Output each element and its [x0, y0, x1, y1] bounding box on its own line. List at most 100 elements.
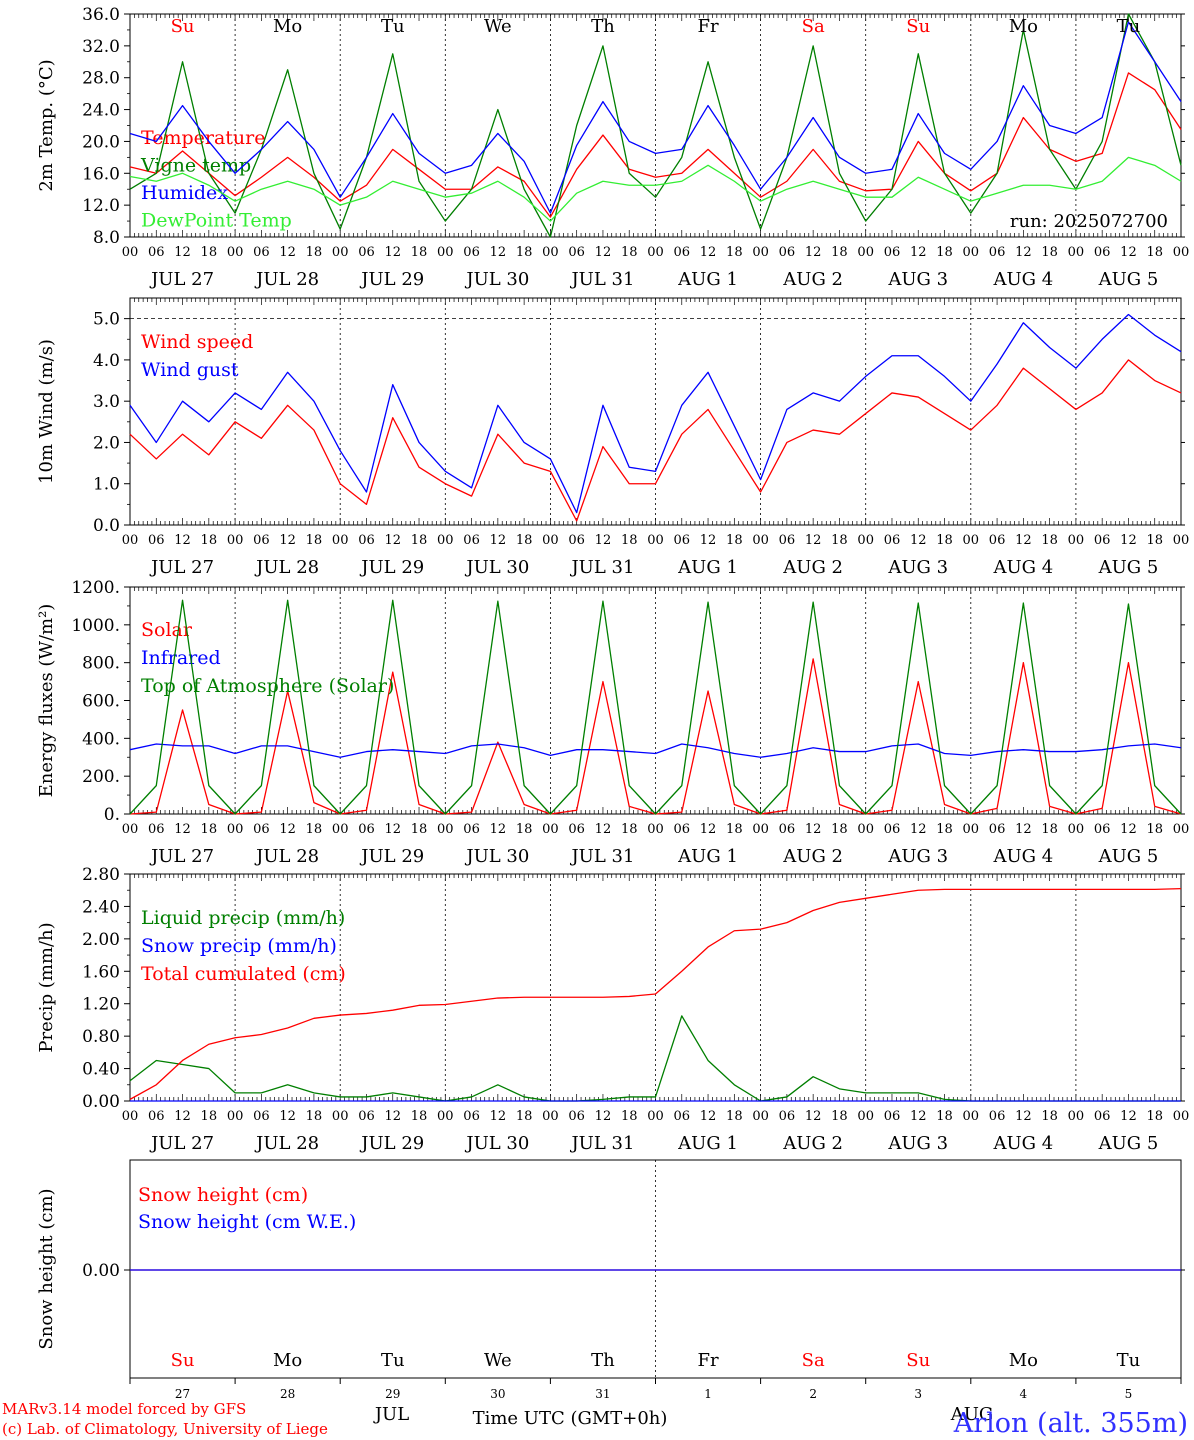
hour-label: 12 [1015, 533, 1032, 548]
hour-label: 06 [674, 1109, 691, 1124]
hour-label: 12 [279, 533, 296, 548]
legend-entry: Snow height (cm W.E.) [138, 1211, 356, 1233]
hour-label: 06 [463, 822, 480, 837]
legend-entry: Total cumulated (cm) [141, 963, 346, 985]
date-label: AUG 2 [782, 1133, 843, 1154]
hour-label: 06 [989, 1109, 1006, 1124]
day-name-label: Th [591, 16, 615, 37]
hour-label: 06 [253, 533, 270, 548]
hour-label: 00 [227, 822, 244, 837]
date-label: AUG 1 [677, 557, 738, 578]
date-label: JUL 30 [464, 846, 529, 867]
hour-label: 12 [384, 1109, 401, 1124]
hour-label: 06 [1094, 533, 1111, 548]
hour-label: 06 [674, 533, 691, 548]
hour-label: 00 [122, 1109, 139, 1124]
hour-label: 12 [490, 1109, 507, 1124]
date-label: JUL 29 [359, 1133, 424, 1154]
hour-label: 06 [463, 1109, 480, 1124]
hour-label: 18 [516, 533, 533, 548]
hour-label: 00 [752, 822, 769, 837]
day-name-label: Su [906, 16, 930, 37]
chart-panel-1: 00 06 12 18 00 06 12 18 00 06 12 18 00 06 12 18 00 06 12 18… [36, 5, 1189, 290]
date-label: AUG 5 [1098, 269, 1159, 290]
hour-label: 00 [542, 245, 559, 260]
hour-label: 18 [726, 1109, 743, 1124]
hour-label: 06 [148, 245, 165, 260]
hour-label: 00 [963, 1109, 980, 1124]
date-label: JUL 30 [464, 557, 529, 578]
day-name-label: Mo [273, 1350, 302, 1371]
hour-label: 00 [437, 1109, 454, 1124]
y-tick-label: 28.0 [82, 69, 120, 89]
hour-label: 12 [1120, 245, 1137, 260]
day-name-label: Mo [1009, 1350, 1038, 1371]
hour-label: 00 [857, 1109, 874, 1124]
y-tick-label: 2.80 [82, 865, 120, 885]
series-line-1-1 [129, 72, 1182, 218]
y-axis-label: Precip (mm/h) [36, 922, 57, 1052]
hour-label: 12 [174, 1109, 191, 1124]
hour-label: 12 [174, 533, 191, 548]
hour-label: 06 [568, 822, 585, 837]
hour-label: 18 [306, 1109, 323, 1124]
hour-label: 06 [253, 822, 270, 837]
hour-label: 18 [201, 1109, 218, 1124]
date-label: AUG 5 [1098, 846, 1159, 867]
hour-label: 18 [201, 533, 218, 548]
hour-label: 12 [910, 245, 927, 260]
legend-entry: Humidex [141, 182, 228, 204]
hour-label: 00 [227, 533, 244, 548]
hour-label: 18 [1146, 245, 1163, 260]
hour-label: 06 [463, 533, 480, 548]
hour-label: 12 [910, 1109, 927, 1124]
date-label: JUL 31 [569, 846, 634, 867]
hour-label: 18 [201, 822, 218, 837]
legend-entry: Infrared [141, 647, 221, 669]
hour-label: 06 [779, 822, 796, 837]
time-axis-title: Time UTC (GMT+0h) [473, 1408, 668, 1429]
legend-entry: Wind speed [141, 331, 253, 353]
y-tick-label: 5.0 [93, 310, 120, 330]
y-axis-label: 2m Temp. (°C) [36, 59, 57, 191]
series-line-2-2 [129, 313, 1182, 514]
date-label: AUG 1 [677, 269, 738, 290]
hour-label: 00 [1068, 1109, 1085, 1124]
hour-label: 00 [963, 245, 980, 260]
hour-label: 12 [910, 822, 927, 837]
hour-label: 06 [148, 822, 165, 837]
hour-label: 00 [122, 822, 139, 837]
hour-label: 00 [542, 1109, 559, 1124]
hour-label: 00 [963, 533, 980, 548]
date-label: AUG 3 [887, 557, 948, 578]
y-tick-label: 600. [82, 692, 120, 712]
y-tick-label: 0.80 [82, 1027, 120, 1047]
legend-entry: Solar [141, 619, 193, 641]
legend-entry: Snow precip (mm/h) [141, 935, 337, 957]
hour-label: 12 [805, 533, 822, 548]
hour-label: 18 [621, 533, 638, 548]
hour-label: 00 [437, 533, 454, 548]
bottom-day-number: 4 [1020, 1387, 1028, 1401]
hour-label: 12 [490, 822, 507, 837]
hour-label: 06 [568, 1109, 585, 1124]
date-label: JUL 27 [149, 269, 214, 290]
hour-label: 18 [1146, 1109, 1163, 1124]
hour-label: 18 [411, 245, 428, 260]
y-tick-label: 24.0 [82, 101, 120, 121]
date-label: AUG 4 [992, 557, 1053, 578]
date-label: AUG 5 [1098, 557, 1159, 578]
series-line-1-2 [129, 13, 1182, 238]
hour-label: 00 [752, 245, 769, 260]
hour-label: 18 [201, 245, 218, 260]
hour-label: 00 [542, 533, 559, 548]
hour-label: 18 [726, 533, 743, 548]
legend-entry: Wind gust [141, 359, 239, 381]
hour-label: 12 [595, 1109, 612, 1124]
bottom-day-number: 30 [490, 1387, 505, 1401]
plot-frame [129, 297, 1182, 526]
hour-label: 06 [884, 533, 901, 548]
legend-entry: Liquid precip (mm/h) [141, 907, 345, 929]
bottom-day-number: 2 [809, 1387, 817, 1401]
